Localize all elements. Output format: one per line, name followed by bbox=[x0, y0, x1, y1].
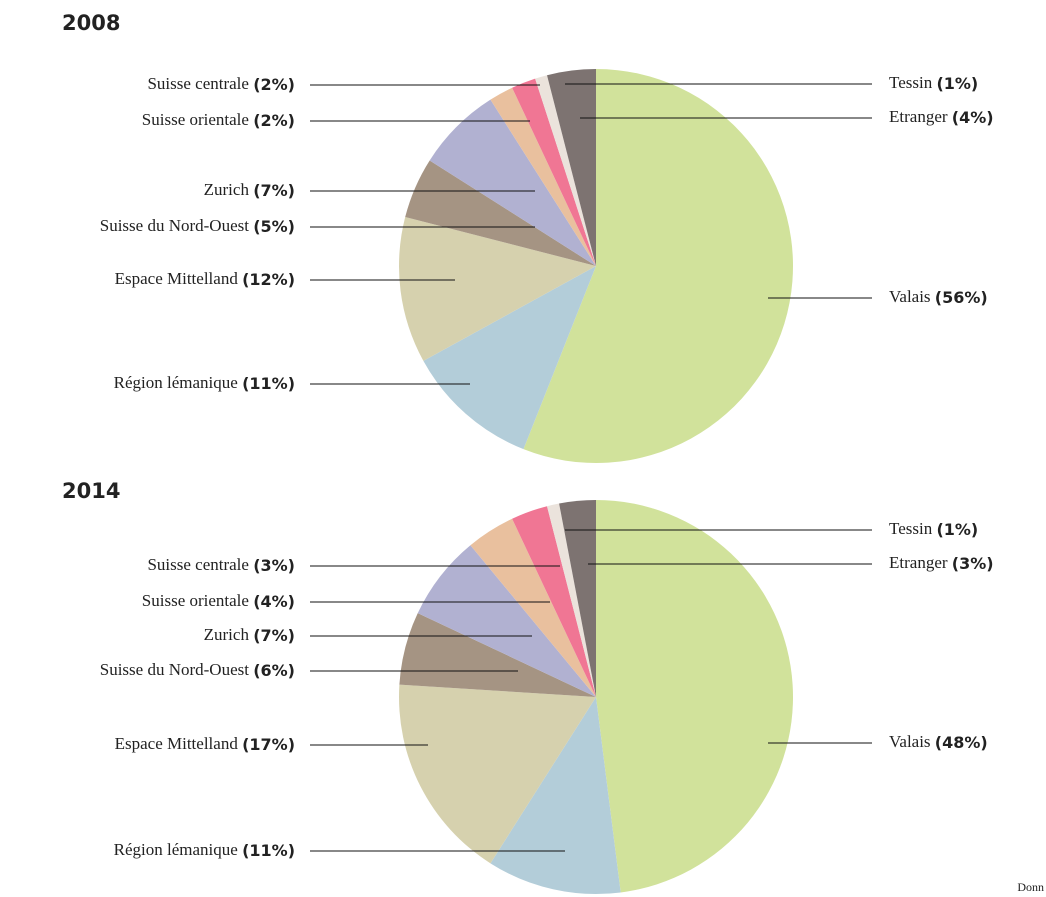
category-name: Région lémanique bbox=[114, 840, 238, 859]
value-label: (7%) bbox=[253, 626, 295, 645]
slice-label: Suisse orientale (4%) bbox=[142, 591, 295, 611]
chart-title: 2008 bbox=[62, 11, 120, 35]
pie-slice bbox=[405, 160, 596, 266]
category-name: Tessin bbox=[889, 73, 933, 92]
category-name: Zurich bbox=[204, 180, 250, 199]
category-name: Zurich bbox=[204, 625, 250, 644]
slice-label: Suisse orientale (2%) bbox=[142, 110, 295, 130]
pie-slice bbox=[559, 500, 596, 697]
pie-slice bbox=[490, 87, 596, 266]
slice-label: Suisse centrale (3%) bbox=[147, 555, 295, 575]
pie-slice bbox=[512, 78, 596, 266]
category-name: Suisse centrale bbox=[147, 555, 249, 574]
slice-label: Tessin (1%) bbox=[889, 519, 978, 539]
category-name: Région lémanique bbox=[114, 373, 238, 392]
value-label: (3%) bbox=[952, 554, 994, 573]
category-name: Valais bbox=[889, 287, 931, 306]
category-name: Etranger bbox=[889, 553, 948, 572]
value-label: (2%) bbox=[253, 75, 295, 94]
pie-slice bbox=[399, 217, 596, 361]
slice-label: Suisse du Nord-Ouest (6%) bbox=[100, 660, 295, 680]
category-name: Suisse orientale bbox=[142, 591, 249, 610]
slice-label: Région lémanique (11%) bbox=[114, 373, 295, 393]
pie-slice bbox=[512, 506, 596, 697]
pie-slice bbox=[423, 266, 596, 450]
value-label: (1%) bbox=[936, 520, 978, 539]
value-label: (7%) bbox=[253, 181, 295, 200]
value-label: (3%) bbox=[253, 556, 295, 575]
slice-label: Suisse centrale (2%) bbox=[147, 74, 295, 94]
pie-slice bbox=[523, 69, 794, 463]
slice-label: Valais (48%) bbox=[889, 732, 988, 752]
category-name: Espace Mittelland bbox=[115, 269, 239, 288]
slice-label: Espace Mittelland (12%) bbox=[115, 269, 295, 289]
slice-label: Etranger (4%) bbox=[889, 107, 994, 127]
category-name: Suisse orientale bbox=[142, 110, 249, 129]
value-label: (4%) bbox=[952, 108, 994, 127]
category-name: Suisse du Nord-Ouest bbox=[100, 660, 249, 679]
slice-label: Etranger (3%) bbox=[889, 553, 994, 573]
category-name: Suisse centrale bbox=[147, 74, 249, 93]
value-label: (56%) bbox=[935, 288, 988, 307]
value-label: (12%) bbox=[242, 270, 295, 289]
category-name: Espace Mittelland bbox=[115, 734, 239, 753]
pie-slice bbox=[399, 613, 596, 697]
pie-slice bbox=[470, 518, 596, 697]
category-name: Suisse du Nord-Ouest bbox=[100, 216, 249, 235]
pie-slice bbox=[596, 500, 794, 893]
slice-label: Zurich (7%) bbox=[204, 180, 295, 200]
value-label: (6%) bbox=[253, 661, 295, 680]
value-label: (1%) bbox=[936, 74, 978, 93]
value-label: (2%) bbox=[253, 111, 295, 130]
slice-label: Zurich (7%) bbox=[204, 625, 295, 645]
pie-slice bbox=[417, 545, 596, 697]
value-label: (17%) bbox=[242, 735, 295, 754]
category-name: Valais bbox=[889, 732, 931, 751]
pie-slice bbox=[547, 503, 596, 697]
slice-label: Valais (56%) bbox=[889, 287, 988, 307]
pie-slice bbox=[535, 75, 596, 266]
pie-slice bbox=[399, 684, 596, 864]
slice-label: Tessin (1%) bbox=[889, 73, 978, 93]
value-label: (4%) bbox=[253, 592, 295, 611]
value-label: (5%) bbox=[253, 217, 295, 236]
pie-slice bbox=[429, 99, 596, 267]
value-label: (11%) bbox=[242, 841, 295, 860]
slice-label: Espace Mittelland (17%) bbox=[115, 734, 295, 754]
slice-label: Région lémanique (11%) bbox=[114, 840, 295, 860]
source: Donn bbox=[1017, 880, 1044, 894]
value-label: (11%) bbox=[242, 374, 295, 393]
category-name: Etranger bbox=[889, 107, 948, 126]
chart-title: 2014 bbox=[62, 479, 120, 503]
value-label: (48%) bbox=[935, 733, 988, 752]
category-name: Tessin bbox=[889, 519, 933, 538]
pie-slice bbox=[490, 697, 621, 894]
slice-label: Suisse du Nord-Ouest (5%) bbox=[100, 216, 295, 236]
